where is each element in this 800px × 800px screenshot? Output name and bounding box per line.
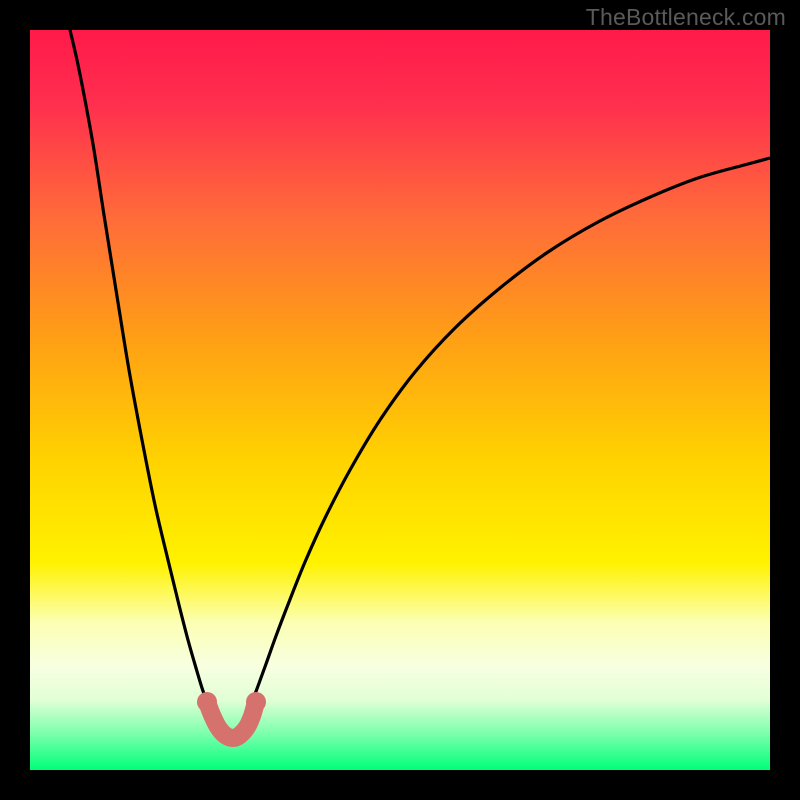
bottleneck-curve-chart xyxy=(0,0,800,800)
chart-frame: TheBottleneck.com xyxy=(0,0,800,800)
gradient-background xyxy=(30,30,770,770)
valley-endpoint-right xyxy=(246,692,266,712)
valley-endpoint-left xyxy=(197,692,217,712)
